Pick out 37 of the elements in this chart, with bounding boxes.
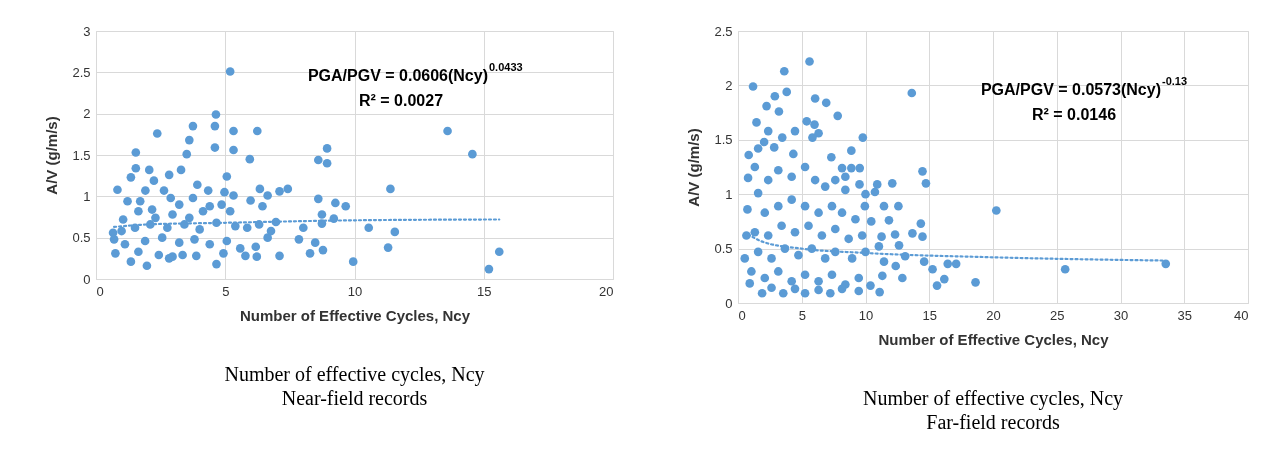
y-axis-title: A/V (g/m/s) — [43, 116, 61, 195]
y-tick-label: 0 — [725, 295, 733, 311]
x-tick-label: 10 — [858, 307, 874, 323]
y-tick-label: 1 — [83, 188, 91, 204]
x-tick-label: 15 — [922, 307, 937, 323]
y-tick-label: 2.5 — [714, 23, 733, 39]
annotation: R² = 0.0146 — [1031, 106, 1117, 123]
text: Number of effective cycles, Ncy — [224, 363, 485, 386]
x-tick-label: 35 — [1177, 307, 1192, 323]
annotation: R² = 0.0027 — [358, 92, 444, 109]
y-tick-label: 0.5 — [72, 230, 91, 246]
x-tick-label: 40 — [1234, 307, 1249, 323]
y-tick-label: 3 — [83, 23, 91, 39]
y-tick-label: 1.5 — [72, 147, 91, 163]
x-tick-label: 25 — [1050, 307, 1065, 323]
y-tick-label: 0 — [83, 271, 91, 287]
x-tick-label: 20 — [986, 307, 1001, 323]
y-tick-label: 1 — [725, 186, 733, 202]
text: Number of effective cycles, Ncy — [862, 387, 1124, 410]
x-tick-label: 0 — [738, 307, 746, 323]
x-tick-label: 10 — [347, 283, 363, 299]
text: Near-field records — [281, 387, 428, 409]
x-tick-label: 5 — [222, 283, 230, 299]
y-tick-label: 1.5 — [714, 132, 733, 148]
x-tick-label: 15 — [477, 283, 492, 299]
y-tick-label: 2 — [83, 106, 91, 122]
y-tick-label: 2.5 — [72, 64, 91, 80]
x-axis-title: Number of Effective Cycles, Ncy — [239, 306, 471, 324]
x-tick-label: 30 — [1113, 307, 1129, 323]
x-tick-label: 5 — [798, 307, 806, 323]
y-tick-label: 0.5 — [714, 241, 733, 257]
y-axis-title: A/V (g/m/s) — [685, 128, 703, 207]
y-tick-label: 2 — [725, 77, 733, 93]
x-axis-title: Number of Effective Cycles, Ncy — [878, 330, 1110, 348]
x-tick-label: 0 — [96, 283, 104, 299]
text: Far-field records — [926, 411, 1060, 433]
x-tick-label: 20 — [599, 283, 614, 299]
